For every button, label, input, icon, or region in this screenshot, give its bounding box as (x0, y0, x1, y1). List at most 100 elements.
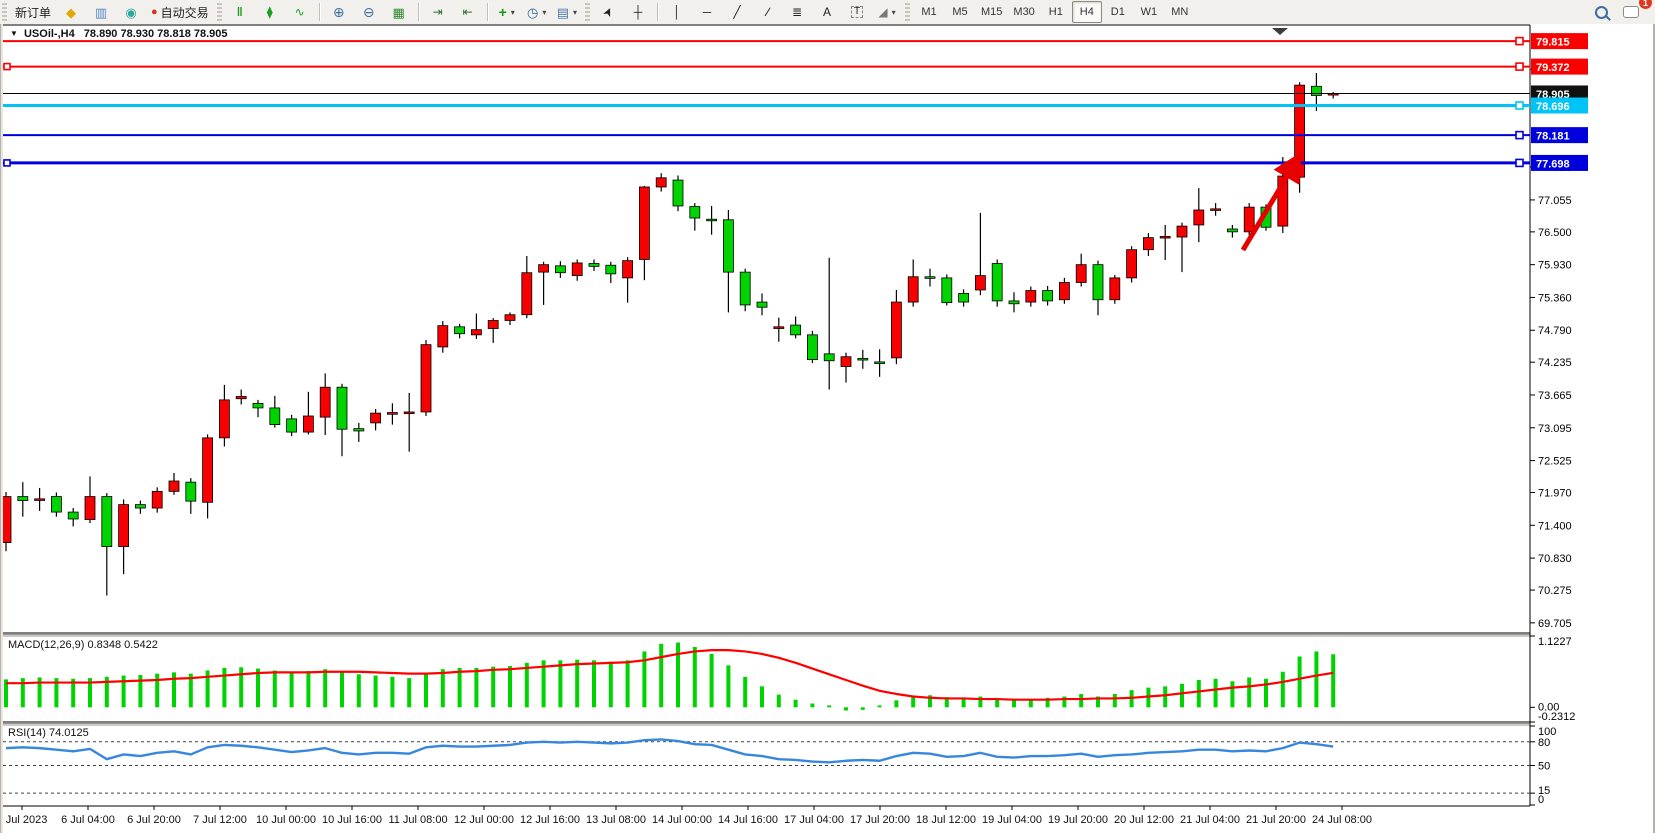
trend-arrow[interactable] (1243, 158, 1298, 250)
time-tick-label: 10 Jul 00:00 (256, 814, 316, 826)
candle-body (925, 277, 935, 279)
toolbar-grip[interactable] (217, 3, 222, 21)
time-tick-label: 19 Jul 04:00 (982, 814, 1042, 826)
macd-histogram-bar (911, 697, 915, 708)
text-label-tool[interactable]: T (843, 1, 871, 23)
candle-body (219, 400, 229, 438)
toolbar-grip[interactable] (585, 3, 590, 21)
timeframe-H4[interactable]: H4 (1072, 1, 1102, 23)
timeframe-W1[interactable]: W1 (1134, 1, 1164, 23)
periods-button[interactable]: ◷ ▾ (523, 1, 551, 23)
level-line-handle[interactable] (1516, 38, 1523, 45)
macd-histogram-bar (827, 705, 831, 707)
fibonacci-tool[interactable]: ≣ (783, 1, 811, 23)
shapes-tool[interactable]: ◢ ▾ (873, 1, 901, 23)
text-tool[interactable]: A (813, 1, 841, 23)
chevron-down-icon: ▾ (892, 8, 896, 17)
notifications-button[interactable]: 1 (1617, 1, 1645, 23)
shapes-icon: ◢ (878, 6, 887, 18)
candle-body (1059, 282, 1069, 299)
candle-body (102, 497, 112, 547)
tile-windows-icon[interactable]: ▦ (385, 1, 413, 23)
level-line-handle[interactable] (1516, 63, 1523, 70)
candle-body (1311, 86, 1321, 95)
timeframe-H1[interactable]: H1 (1041, 1, 1071, 23)
add-indicator-button[interactable]: + ▾ (493, 1, 521, 23)
timeframe-M30[interactable]: M30 (1008, 1, 1039, 23)
trendline-tool[interactable]: ╱ (723, 1, 751, 23)
candle-body (186, 482, 196, 501)
price-axis[interactable]: 79.32077.62577.05576.50075.93075.36074.7… (1530, 33, 1588, 630)
horizontal-line-tool[interactable]: ─ (693, 1, 721, 23)
macd-histogram-bar (340, 671, 344, 707)
macd-histogram-bar (760, 686, 764, 707)
chart-shift-icon[interactable]: ⇤ (454, 1, 482, 23)
macd-histogram-bar (424, 673, 428, 707)
collapse-triangle-icon[interactable]: ▼ (10, 29, 18, 38)
level-line-handle[interactable] (4, 160, 10, 166)
new-order-button[interactable]: 新订单 (11, 1, 55, 23)
macd-histogram-bar (1214, 679, 1218, 708)
auto-trading-button[interactable]: ● 自动交易 (147, 1, 213, 23)
chart-canvas[interactable]: 79.32077.62577.05576.50075.93075.36074.7… (0, 24, 1655, 833)
candle-body (807, 335, 817, 360)
chart-shift-marker[interactable] (1272, 28, 1288, 35)
time-tick-label: 7 Jul 12:00 (193, 814, 247, 826)
timeframe-M15[interactable]: M15 (976, 1, 1007, 23)
macd-histogram-bar (290, 672, 294, 707)
channel-tool[interactable]: ∕∕ (753, 1, 781, 23)
auto-scroll-icon[interactable]: ⇥ (424, 1, 452, 23)
line-chart-icon[interactable]: ∿ (286, 1, 314, 23)
candlestick-chart-icon[interactable]: ⧫ (256, 1, 284, 23)
macd-histogram-bar (390, 677, 394, 707)
crosshair-tool[interactable]: ┼ (624, 1, 652, 23)
bar-chart-icon[interactable]: ‖ (226, 1, 254, 23)
timeframe-MN[interactable]: MN (1165, 1, 1195, 23)
candle-body (723, 220, 733, 272)
macd-histogram-bar (710, 654, 714, 707)
symbol-ohlc-line[interactable]: ▼ USOil-,H4 78.890 78.930 78.818 78.905 (10, 28, 228, 40)
zoom-in-icon[interactable]: ⊕ (325, 1, 353, 23)
template-icon: ▤ (557, 6, 569, 19)
chevron-down-icon: ▾ (573, 8, 577, 17)
timeframe-D1[interactable]: D1 (1103, 1, 1133, 23)
candle-body (1194, 210, 1204, 225)
search-button[interactable] (1587, 1, 1615, 23)
cursor-tool[interactable]: ➤ (594, 1, 622, 23)
candle-body (757, 302, 767, 307)
candle-body (438, 326, 448, 347)
funnel-icon[interactable]: ◆ (57, 1, 85, 23)
chevron-down-icon: ▾ (542, 8, 546, 17)
macd-histogram-bar (474, 668, 478, 707)
toolbar-grip[interactable] (905, 3, 910, 21)
signals-icon[interactable]: ◉ (117, 1, 145, 23)
macd-histogram-bar (323, 669, 327, 707)
macd-histogram-bar (676, 643, 680, 708)
level-line-handle[interactable] (1516, 102, 1523, 109)
timeframe-M5[interactable]: M5 (945, 1, 975, 23)
candle-body (371, 413, 381, 423)
price-tick-label: 75.360 (1538, 292, 1572, 304)
candle-body (85, 497, 95, 520)
candle-body (707, 219, 717, 221)
candle-body (404, 412, 414, 414)
time-tick-label: 12 Jul 16:00 (520, 814, 580, 826)
vertical-line-tool[interactable]: │ (663, 1, 691, 23)
timeframe-M1[interactable]: M1 (914, 1, 944, 23)
level-line-handle[interactable] (1516, 132, 1523, 139)
terminal-windows-icon[interactable]: ▥ (87, 1, 115, 23)
macd-histogram-bar (222, 668, 226, 707)
level-line-handle[interactable] (4, 64, 10, 70)
macd-histogram-bar (894, 700, 898, 707)
clock-icon: ◷ (527, 6, 538, 19)
toolbar-grip[interactable] (2, 3, 7, 21)
candle-body (555, 266, 565, 273)
level-line-handle[interactable] (1516, 159, 1523, 166)
chart-window[interactable]: ▼ USOil-,H4 78.890 78.930 78.818 78.905 … (0, 24, 1655, 833)
zoom-out-icon[interactable]: ⊖ (355, 1, 383, 23)
templates-button[interactable]: ▤ ▾ (553, 1, 581, 23)
candle-body (891, 302, 901, 358)
time-tick-label: 13 Jul 08:00 (586, 814, 646, 826)
